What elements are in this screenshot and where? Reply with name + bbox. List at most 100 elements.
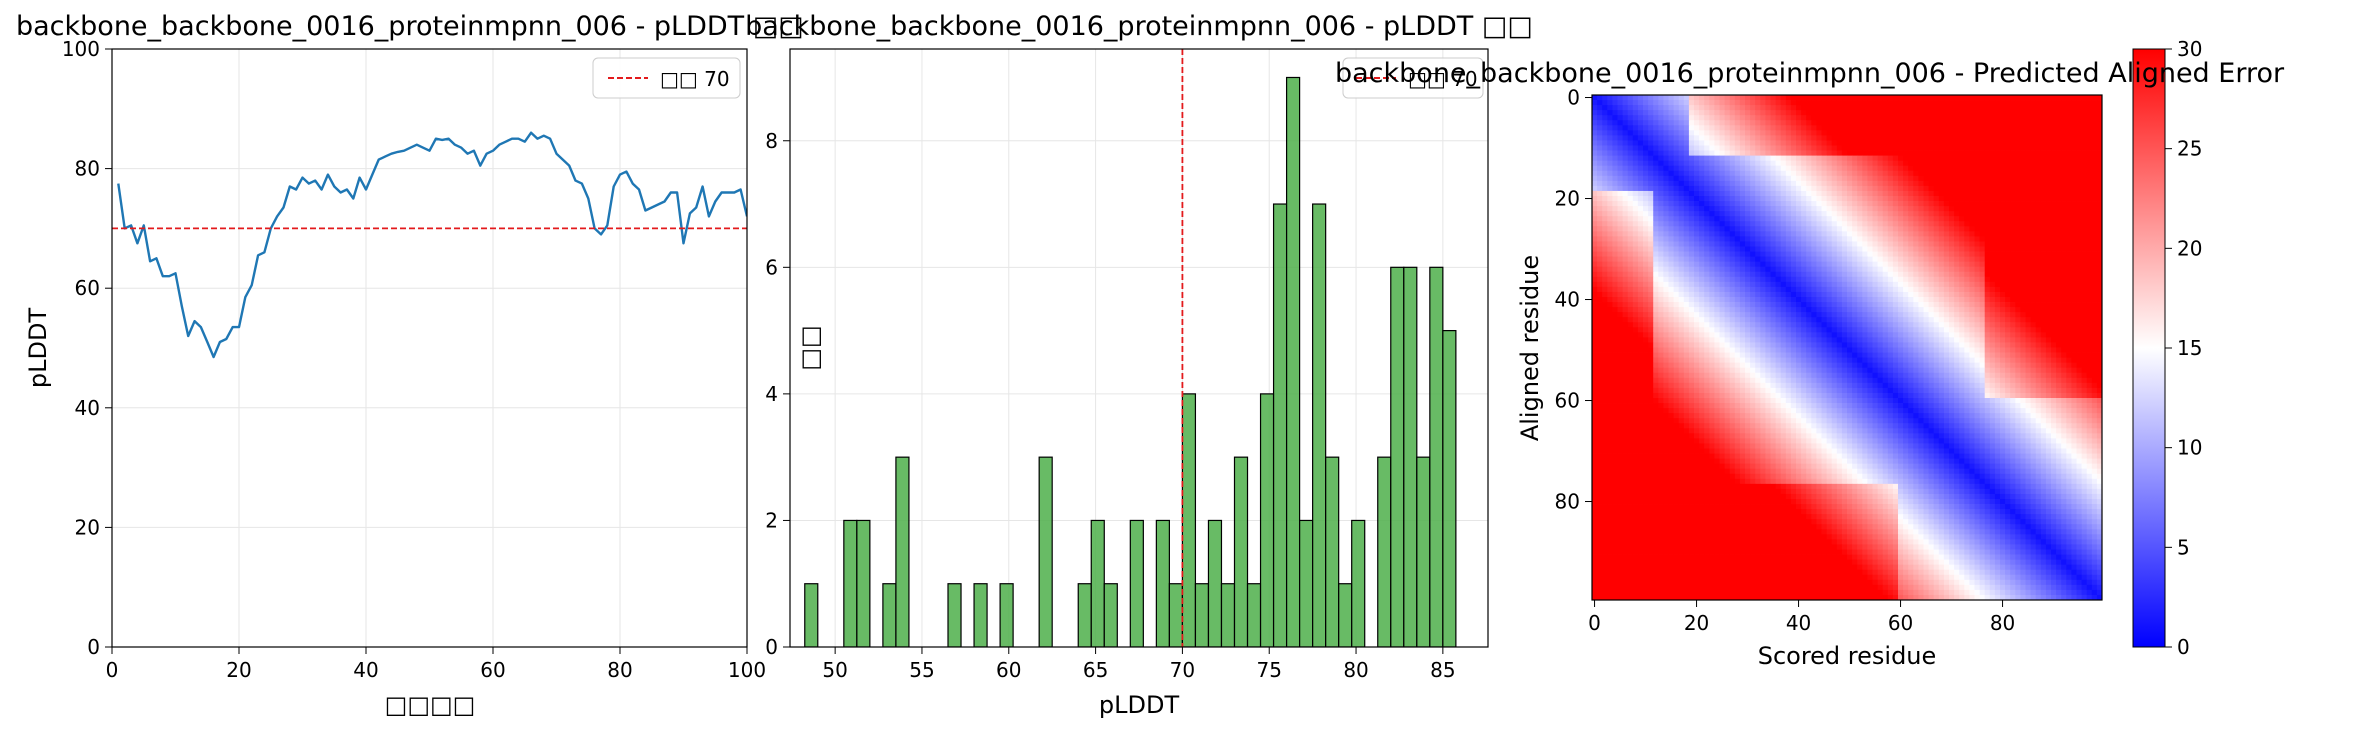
pae-heatmap-cell — [1877, 206, 1884, 212]
pae-heatmap-cell — [1816, 332, 1822, 338]
pae-heatmap-cell — [1954, 110, 1960, 116]
pae-heatmap-cell — [1592, 216, 1598, 222]
pae-heatmap-cell — [2010, 276, 2016, 283]
pae-heatmap-cell — [1632, 266, 1639, 273]
pae-heatmap-cell — [1709, 185, 1715, 192]
pae-heatmap-cell — [1898, 281, 1904, 288]
pae-heatmap-cell — [1847, 175, 1853, 182]
pae-heatmap-cell — [1643, 246, 1649, 252]
pae-heatmap-cell — [1688, 312, 1695, 318]
pae-heatmap-cell — [1903, 190, 1909, 197]
pae-heatmap-cell — [1964, 291, 1970, 298]
pae-heatmap-cell — [1780, 150, 1787, 156]
pae-heatmap-cell — [2030, 135, 2037, 141]
pae-heatmap-cell — [2030, 170, 2037, 177]
pae-heatmap-cell — [1668, 251, 1674, 257]
pae-heatmap-cell — [1653, 201, 1659, 207]
pae-heatmap-cell — [1745, 100, 1751, 106]
pae-heatmap-cell — [1836, 165, 1843, 172]
pae-heatmap-cell — [1724, 236, 1731, 242]
pae-heatmap-cell — [1617, 100, 1623, 106]
pae-heatmap-cell — [1663, 135, 1669, 141]
pae-heatmap-cell — [2081, 276, 2088, 283]
pae-heatmap-cell — [2000, 236, 2006, 242]
pae-heatmap-cell — [1719, 251, 1725, 257]
pae-heatmap-cell — [1994, 226, 2001, 232]
pae-heatmap-cell — [1923, 241, 1929, 247]
pae-heatmap-cell — [1796, 196, 1802, 202]
pae-heatmap-cell — [2076, 271, 2082, 278]
pae-heatmap-cell — [1816, 251, 1822, 257]
pae-heatmap-cell — [2000, 281, 2006, 288]
pae-heatmap-cell — [1724, 211, 1731, 217]
pae-heatmap-cell — [1704, 105, 1710, 111]
pae-heatmap-cell — [1908, 105, 1914, 111]
pae-heatmap-cell — [1602, 327, 1608, 333]
pae-heatmap-cell — [2000, 216, 2006, 222]
pae-heatmap-cell — [2096, 155, 2103, 162]
pae-heatmap-cell — [1694, 286, 1700, 293]
pae-heatmap-cell — [1898, 286, 1904, 293]
pae-heatmap-cell — [1938, 332, 1945, 338]
pae-heatmap-cell — [1862, 185, 1868, 192]
pae-heatmap-cell — [1806, 226, 1812, 232]
pae-heatmap-cell — [1770, 201, 1776, 207]
pae-heatmap-cell — [1979, 312, 1986, 318]
pae-heatmap-cell — [1607, 317, 1613, 323]
pae-heatmap-cell — [1760, 145, 1766, 151]
pae-heatmap-cell — [1903, 165, 1909, 172]
pae-heatmap-cell — [2061, 140, 2067, 146]
pae-heatmap-cell — [1673, 276, 1680, 283]
pae-heatmap-cell — [1678, 231, 1685, 237]
pae-heatmap-cell — [1852, 231, 1858, 237]
pae-heatmap-cell — [1872, 150, 1878, 156]
pae-heatmap-cell — [1826, 100, 1833, 106]
pae-heatmap-cell — [1729, 165, 1736, 172]
pae-heatmap-cell — [1923, 291, 1929, 298]
pae-heatmap-cell — [1882, 115, 1889, 121]
pae-heatmap-cell — [1709, 302, 1715, 308]
pae-heatmap-cell — [1719, 185, 1725, 192]
pae-heatmap-cell — [1719, 140, 1725, 146]
pae-heatmap-cell — [1765, 155, 1771, 162]
pae-heatmap-cell — [1984, 120, 1991, 126]
pae-heatmap-cell — [2030, 100, 2037, 106]
pae-heatmap-cell — [1734, 307, 1741, 313]
pae-heatmap-cell — [2091, 221, 2098, 227]
pae-heatmap-cell — [2096, 286, 2103, 293]
pae-heatmap-cell — [1750, 251, 1756, 257]
pae-heatmap-cell — [1984, 190, 1991, 197]
pae-heatmap-cell — [1816, 201, 1822, 207]
pae-heatmap-cell — [1668, 110, 1674, 116]
pae-heatmap-cell — [1785, 302, 1792, 308]
pae-heatmap-cell — [1648, 145, 1654, 151]
pae-heatmap-cell — [1760, 115, 1766, 121]
pae-heatmap-cell — [2056, 251, 2062, 257]
pae-heatmap-cell — [1923, 135, 1929, 141]
pae-heatmap-cell — [1790, 140, 1797, 146]
pae-heatmap-cell — [2025, 312, 2031, 318]
pae-heatmap-cell — [2086, 236, 2093, 242]
pae-heatmap-cell — [1806, 190, 1812, 197]
pae-heatmap-cell — [1724, 271, 1731, 278]
pae-heatmap-cell — [1796, 317, 1802, 323]
pae-heatmap-cell — [1612, 266, 1618, 273]
pae-heatmap-cell — [1892, 185, 1899, 192]
pae-heatmap-cell — [1852, 327, 1858, 333]
pae-heatmap-cell — [1862, 241, 1868, 247]
pae-heatmap-cell — [1607, 201, 1613, 207]
pae-heatmap-cell — [1811, 155, 1817, 162]
pae-heatmap-cell — [1994, 291, 2001, 298]
pae-heatmap-cell — [1729, 206, 1736, 212]
pae-heatmap-cell — [1694, 266, 1700, 273]
pae-heatmap-cell — [1857, 155, 1863, 162]
pae-heatmap-cell — [2005, 322, 2011, 328]
pae-heatmap-cell — [1954, 155, 1960, 162]
pae-heatmap-cell — [2066, 302, 2072, 308]
pae-heatmap-cell — [1745, 165, 1751, 172]
pae-heatmap-cell — [1867, 185, 1873, 192]
pae-heatmap-cell — [1938, 170, 1945, 177]
pae-heatmap-cell — [1816, 100, 1822, 106]
pae-heatmap-cell — [2056, 155, 2062, 162]
